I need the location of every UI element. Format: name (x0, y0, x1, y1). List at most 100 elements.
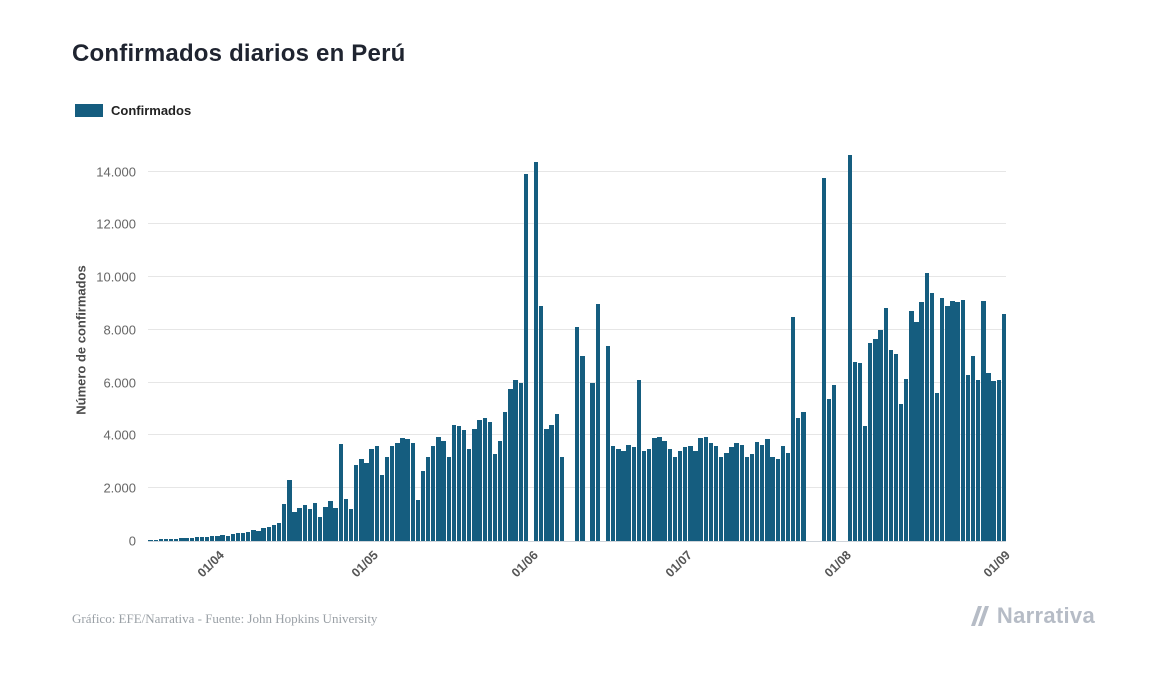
bar[interactable] (590, 382, 595, 541)
bar[interactable] (760, 444, 765, 541)
bar[interactable] (708, 443, 714, 541)
bar[interactable] (785, 452, 791, 541)
bar[interactable] (832, 385, 837, 541)
bar[interactable] (796, 418, 801, 541)
bar[interactable] (857, 362, 863, 541)
bar[interactable] (503, 411, 508, 541)
bar[interactable] (790, 316, 796, 541)
bar[interactable] (467, 448, 472, 541)
bar[interactable] (657, 436, 662, 541)
bar[interactable] (580, 356, 585, 541)
bar[interactable] (883, 307, 888, 541)
bar[interactable] (390, 446, 395, 541)
bar[interactable] (513, 380, 518, 541)
bar[interactable] (862, 426, 868, 541)
bar[interactable] (873, 339, 878, 541)
bar[interactable] (868, 343, 873, 541)
bar[interactable] (364, 463, 369, 541)
bar[interactable] (801, 411, 806, 541)
bar[interactable] (276, 523, 282, 541)
bar[interactable] (934, 393, 940, 541)
bar[interactable] (256, 530, 261, 541)
bar[interactable] (297, 508, 302, 541)
bar[interactable] (251, 529, 256, 541)
bar[interactable] (482, 418, 487, 541)
bar[interactable] (996, 380, 1001, 541)
bar[interactable] (744, 456, 750, 541)
bar[interactable] (328, 501, 333, 541)
bar[interactable] (518, 382, 523, 541)
bar[interactable] (431, 446, 436, 541)
bar[interactable] (220, 534, 225, 541)
bar[interactable] (168, 538, 174, 541)
bar[interactable] (174, 539, 179, 541)
bar[interactable] (616, 448, 621, 541)
bar[interactable] (621, 451, 626, 541)
bar[interactable] (991, 381, 996, 541)
bar[interactable] (595, 303, 600, 541)
bar[interactable] (487, 422, 493, 541)
bar[interactable] (302, 505, 307, 541)
bar[interactable] (631, 447, 636, 541)
bar[interactable] (384, 456, 390, 541)
bar[interactable] (929, 293, 935, 541)
bar[interactable] (554, 414, 559, 541)
bar[interactable] (909, 311, 914, 541)
bar[interactable] (893, 353, 899, 541)
bar[interactable] (940, 298, 945, 541)
bar[interactable] (492, 453, 498, 541)
bar[interactable] (508, 389, 513, 541)
bar[interactable] (729, 447, 734, 541)
bar[interactable] (415, 500, 421, 541)
bar[interactable] (354, 464, 359, 541)
bar[interactable] (1001, 314, 1007, 541)
bar[interactable] (636, 380, 642, 541)
bar[interactable] (677, 451, 683, 541)
bar[interactable] (878, 329, 883, 541)
bar[interactable] (770, 456, 775, 541)
bar[interactable] (575, 327, 580, 541)
bar[interactable] (271, 525, 277, 541)
bar[interactable] (965, 374, 971, 541)
bar[interactable] (338, 443, 343, 541)
bar[interactable] (754, 442, 760, 541)
bar[interactable] (775, 459, 780, 541)
bar[interactable] (456, 426, 462, 541)
bar[interactable] (348, 509, 354, 541)
bar[interactable] (240, 533, 246, 541)
bar[interactable] (533, 162, 539, 541)
bar[interactable] (749, 453, 755, 541)
bar[interactable] (852, 361, 858, 541)
bar[interactable] (163, 539, 169, 541)
bar[interactable] (261, 528, 266, 541)
bar[interactable] (246, 531, 251, 541)
bar[interactable] (739, 444, 744, 541)
bar[interactable] (194, 537, 200, 541)
bar[interactable] (425, 456, 431, 541)
bar[interactable] (307, 509, 313, 541)
bar[interactable] (981, 300, 986, 541)
bar[interactable] (719, 456, 724, 541)
bar[interactable] (919, 302, 924, 541)
bar[interactable] (343, 498, 349, 541)
bar[interactable] (683, 447, 688, 541)
bar[interactable] (215, 535, 220, 541)
bar[interactable] (693, 451, 698, 541)
bar[interactable] (287, 479, 292, 541)
bar[interactable] (523, 174, 529, 541)
bar[interactable] (379, 475, 385, 541)
bar[interactable] (410, 443, 415, 541)
bar[interactable] (914, 322, 919, 541)
bar[interactable] (189, 538, 194, 541)
bar[interactable] (400, 438, 405, 541)
bar[interactable] (970, 356, 976, 541)
bar[interactable] (266, 526, 271, 541)
bar[interactable] (544, 428, 549, 541)
bar[interactable] (436, 437, 441, 541)
bar[interactable] (230, 533, 235, 541)
bar[interactable] (282, 504, 287, 541)
bar[interactable] (472, 428, 477, 541)
bar[interactable] (374, 446, 379, 541)
bar[interactable] (898, 403, 904, 541)
bar[interactable] (950, 300, 955, 541)
